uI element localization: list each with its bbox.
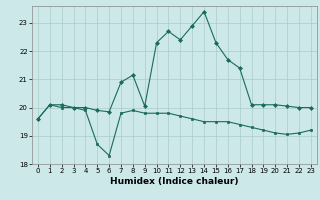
X-axis label: Humidex (Indice chaleur): Humidex (Indice chaleur) bbox=[110, 177, 239, 186]
